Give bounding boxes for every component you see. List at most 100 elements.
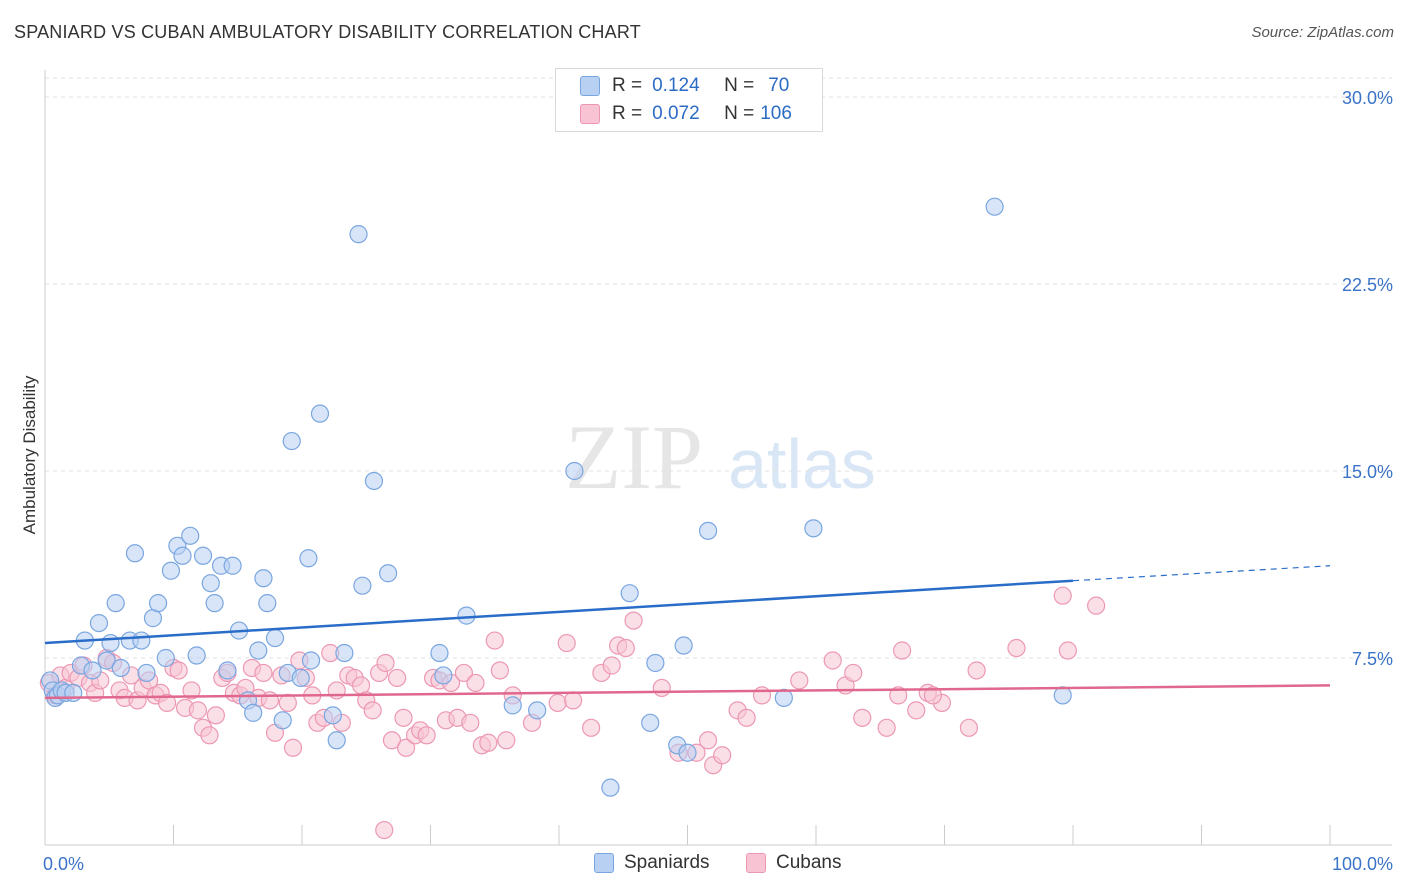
spaniards-point	[503, 696, 522, 715]
spaniards-point	[804, 519, 823, 538]
spaniards-point	[156, 648, 175, 668]
spaniards-point	[265, 628, 285, 648]
bottom-legend-cubans[interactable]: Cubans	[746, 852, 842, 874]
cubans-point	[967, 661, 986, 680]
legend-row-cubans: R = 0.072 N = 106	[580, 101, 792, 127]
trend-lines	[44, 565, 1331, 700]
axes	[44, 70, 1392, 846]
cubans-point	[1007, 638, 1026, 658]
watermark-atlas: atlas	[728, 425, 876, 503]
spaniards-point	[620, 584, 639, 603]
cubans-point	[417, 726, 436, 745]
spaniards-point	[101, 633, 120, 653]
y-tick-label: 22.5%	[1342, 275, 1393, 295]
cubans-point	[497, 731, 516, 750]
spaniards-point	[698, 521, 718, 540]
cubans-trend-line	[44, 684, 1331, 700]
chart-title: SPANIARD VS CUBAN AMBULATORY DISABILITY …	[14, 22, 641, 42]
y-tick-label: 7.5%	[1352, 649, 1393, 669]
cubans-point	[564, 691, 583, 710]
cubans-point	[889, 686, 908, 705]
spaniards-point	[106, 594, 125, 613]
spaniards-point	[434, 666, 453, 685]
cubans-point	[387, 668, 407, 688]
cubans-n-value: 106	[760, 103, 792, 124]
spaniards-trend-line	[44, 579, 1074, 645]
cubans-point	[485, 631, 504, 650]
cubans-point	[582, 718, 601, 737]
cubans-point	[853, 708, 872, 727]
series-spaniards-points	[41, 197, 1072, 797]
spaniards-point	[125, 544, 145, 563]
cubans-point	[698, 731, 718, 750]
spaniards-point	[161, 561, 181, 580]
cubans-point	[877, 718, 896, 737]
cubans-point	[454, 663, 474, 683]
spaniards-point	[323, 706, 342, 725]
cubans-point	[548, 693, 567, 712]
cubans-point	[382, 731, 402, 750]
cubans-swatch	[580, 104, 600, 124]
r-label: R =	[612, 103, 643, 124]
watermark: ZIP atlas	[565, 406, 876, 508]
cubans-point	[376, 653, 395, 673]
spaniards-point	[678, 743, 697, 762]
spaniards-point	[349, 225, 368, 244]
cubans-point	[752, 686, 772, 705]
cubans-point	[959, 718, 979, 737]
cubans-point	[394, 708, 413, 727]
spaniards-point	[181, 526, 200, 545]
spaniards-point	[273, 711, 292, 730]
spaniards-point	[985, 197, 1004, 216]
tick-labels: 7.5% 15.0% 22.5% 30.0% 0.0% 100.0%	[43, 88, 1393, 874]
spaniards-point	[353, 576, 372, 595]
y-tick-label: 30.0%	[1342, 88, 1393, 108]
series-cubans-points	[39, 586, 1106, 840]
cubans-point	[206, 706, 226, 725]
legend-row-spaniards: R = 0.124 N = 70	[580, 73, 789, 99]
cubans-point	[737, 708, 756, 727]
spaniards-n-value: 70	[768, 75, 790, 96]
bottom-legend-spaniards[interactable]: Spaniards	[594, 852, 710, 874]
spaniards-point	[646, 653, 665, 673]
spaniards-point	[148, 594, 168, 613]
spaniards-point	[132, 631, 151, 650]
spaniards-trend-extension	[1072, 565, 1331, 582]
watermark-zip: ZIP	[565, 406, 703, 508]
cubans-point	[616, 638, 635, 658]
cubans-point	[624, 611, 643, 630]
spaniards-legend-swatch	[594, 853, 614, 873]
cubans-point	[283, 738, 303, 757]
spaniards-point	[244, 703, 263, 722]
cubans-point	[157, 693, 177, 712]
cubans-point	[790, 671, 809, 690]
cubans-point	[713, 746, 732, 765]
spaniards-point	[201, 574, 220, 593]
spaniards-point	[137, 663, 156, 683]
spaniards-point	[111, 658, 130, 678]
y-tick-label: 15.0%	[1342, 462, 1393, 482]
cubans-point	[466, 673, 485, 693]
spaniards-point	[254, 569, 273, 588]
cubans-point	[652, 678, 671, 698]
cubans-point	[396, 738, 416, 757]
n-label: N =	[724, 103, 755, 124]
cubans-point	[278, 693, 297, 712]
cubans-point	[254, 663, 273, 683]
spaniards-point	[601, 778, 620, 797]
spaniards-point	[258, 594, 277, 613]
cubans-point	[907, 701, 926, 720]
source-credit: Source: ZipAtlas.com	[1251, 24, 1394, 41]
spaniards-point	[378, 564, 398, 583]
cubans-point	[490, 661, 509, 680]
spaniards-point	[774, 688, 793, 707]
spaniards-point	[457, 606, 476, 625]
spaniards-point	[218, 661, 237, 680]
grid-lines	[45, 77, 1392, 659]
spaniards-point	[83, 661, 102, 680]
cubans-point	[1087, 596, 1106, 615]
cubans-point	[182, 681, 201, 700]
cubans-point	[823, 651, 842, 670]
spaniards-point	[430, 643, 449, 663]
spaniards-point	[299, 549, 318, 568]
